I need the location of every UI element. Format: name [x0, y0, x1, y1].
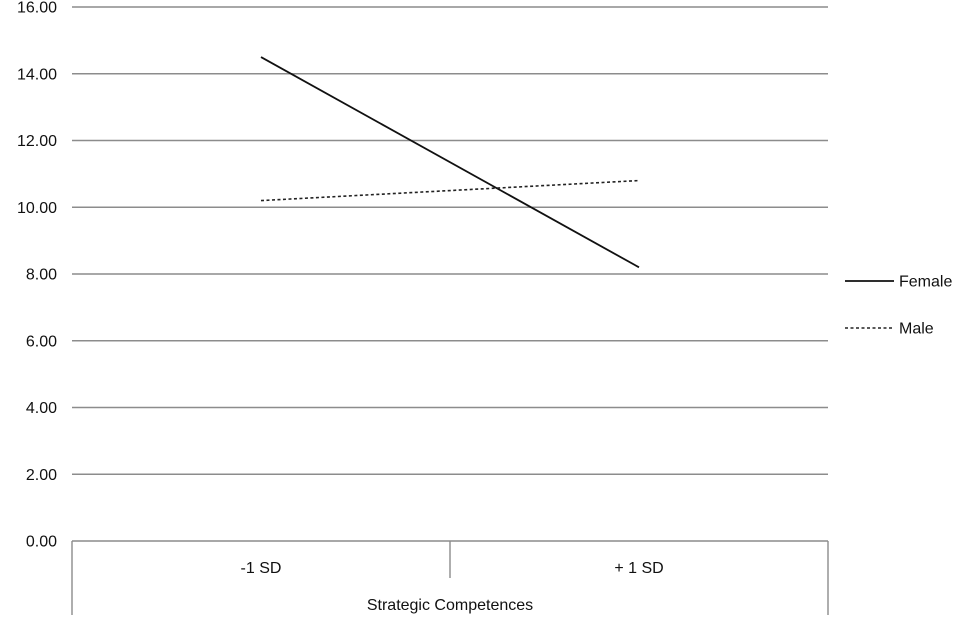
- x-tick-label-minus-1sd: -1 SD: [241, 560, 282, 577]
- y-tick-label-1: 2.00: [26, 467, 57, 484]
- y-tick-label-0: 0.00: [26, 534, 57, 551]
- y-tick-label-4: 8.00: [26, 267, 57, 284]
- y-tick-label-7: 14.00: [17, 66, 57, 83]
- legend: Female Male: [845, 274, 952, 338]
- y-tick-label-6: 12.00: [17, 133, 57, 150]
- legend-label-male: Male: [899, 321, 934, 338]
- y-tick-label-3: 6.00: [26, 333, 57, 350]
- x-axis-title: Strategic Competences: [367, 597, 533, 614]
- y-tick-label-8: 16.00: [17, 0, 57, 17]
- y-tick-label-5: 10.00: [17, 200, 57, 217]
- series-lines: [260, 56, 640, 269]
- legend-label-female: Female: [899, 274, 952, 291]
- x-axis: -1 SD + 1 SD Strategic Competences: [71, 541, 829, 615]
- x-tick-label-plus-1sd: + 1 SD: [614, 560, 663, 577]
- gridlines: [72, 6, 828, 542]
- y-axis-tick-labels: 0.00 2.00 4.00 6.00 8.00 10.00 12.00 14.00 16.00: [17, 0, 57, 551]
- series-line-male: [260, 179, 640, 202]
- series-line-female: [260, 56, 640, 269]
- y-tick-label-2: 4.00: [26, 400, 57, 417]
